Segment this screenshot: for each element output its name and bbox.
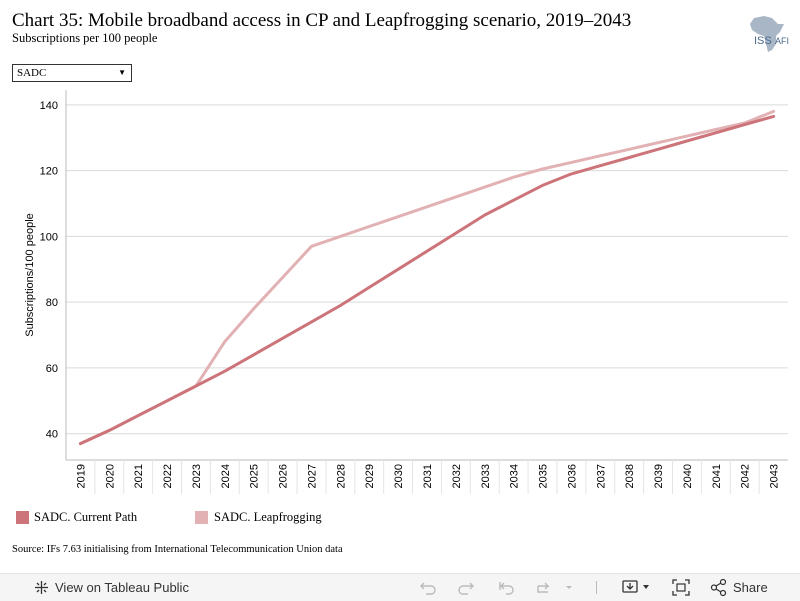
y-tick-label: 140 (40, 100, 58, 112)
x-tick-label: 2028 (335, 464, 347, 488)
undo-button[interactable] (420, 574, 436, 601)
region-filter-value: SADC (17, 67, 47, 79)
x-tick-label: 2035 (538, 464, 550, 488)
y-tick-label: 120 (40, 166, 58, 178)
series-line-leapfrogging (78, 109, 776, 446)
x-tick-label: 2036 (566, 464, 578, 488)
x-tick-label: 2033 (480, 464, 492, 488)
dropdown-arrow-icon: ▼ (118, 68, 126, 77)
legend-swatch-leapfrogging (195, 511, 208, 524)
x-tick-label: 2034 (509, 464, 521, 488)
y-axis-ticks: 40 60 80 100 120 140 (40, 100, 58, 441)
share-label: Share (733, 580, 768, 595)
x-tick-label: 2023 (191, 464, 203, 488)
x-tick-label: 2024 (220, 464, 232, 488)
logo-text: ISS (754, 35, 772, 47)
series-line-current-path (78, 114, 776, 446)
region-filter-dropdown[interactable]: SADC ▼ (12, 64, 132, 82)
x-tick-label: 2041 (711, 464, 723, 488)
x-tick-label: 2043 (769, 464, 781, 488)
x-tick-label: 2037 (595, 464, 607, 488)
x-tick-label: 2019 (75, 464, 87, 488)
redo-icon (458, 582, 474, 595)
x-tick-label: 2029 (364, 464, 376, 488)
tableau-logo-icon (34, 580, 49, 595)
x-tick-label: 2038 (624, 464, 636, 488)
y-tick-label: 60 (46, 363, 58, 375)
x-tick-label: 2027 (306, 464, 318, 488)
y-tick-label: 40 (46, 429, 58, 441)
share-icon (710, 578, 727, 597)
y-tick-label: 80 (46, 297, 58, 309)
redo-button[interactable] (458, 574, 474, 601)
gridlines (65, 90, 788, 494)
x-tick-label: 2031 (422, 464, 434, 488)
series-lines (78, 109, 776, 446)
view-on-tableau-label: View on Tableau Public (55, 580, 189, 595)
logo-suffix: AFI (775, 36, 789, 46)
revert-icon (499, 582, 514, 595)
fullscreen-button[interactable] (672, 574, 690, 601)
x-tick-label: 2026 (278, 464, 290, 488)
source-note: Source: IFs 7.63 initialising from Inter… (12, 544, 343, 555)
fullscreen-icon (672, 579, 690, 596)
line-chart: 40 60 80 100 120 140 2019 2020 2021 2022 2023 2024… (24, 90, 788, 494)
x-tick-label: 2039 (653, 464, 665, 488)
x-axis-ticks: 2019 2020 2021 2022 2023 2024 2025 2026 2027 2028… (75, 464, 780, 488)
toolbar-divider (596, 581, 597, 594)
refresh-button[interactable] (536, 574, 576, 601)
revert-button[interactable] (498, 574, 514, 601)
x-tick-label: 2021 (133, 464, 145, 488)
x-tick-label: 2022 (162, 464, 174, 488)
x-tick-label: 2025 (249, 464, 261, 488)
download-button[interactable] (622, 574, 652, 601)
x-tick-label: 2020 (104, 464, 116, 488)
undo-icon (420, 582, 436, 595)
iss-africa-logo: ISS AFI (750, 16, 789, 52)
legend-swatch-current-path (16, 511, 29, 524)
x-tick-label: 2030 (393, 464, 405, 488)
legend-label-leapfrogging: SADC. Leapfrogging (214, 510, 322, 524)
x-tick-label: 2042 (740, 464, 752, 488)
y-tick-label: 100 (40, 231, 58, 243)
chart-subtitle: Subscriptions per 100 people (12, 31, 158, 45)
download-icon (622, 580, 649, 593)
y-axis-label: Subscriptions/100 people (24, 213, 36, 337)
legend-label-current-path: SADC. Current Path (34, 510, 138, 524)
tableau-toolbar: View on Tableau Public Share (0, 573, 800, 601)
chart-title: Chart 35: Mobile broadband access in CP … (12, 10, 632, 31)
x-tick-label: 2040 (682, 464, 694, 488)
refresh-icon (537, 582, 572, 593)
x-tick-label: 2032 (451, 464, 463, 488)
africa-map-icon (750, 16, 784, 52)
